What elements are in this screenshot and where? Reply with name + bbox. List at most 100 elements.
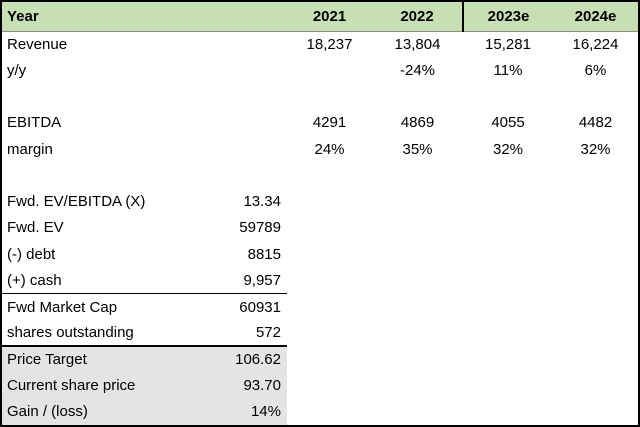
header-spacer-cell[interactable] (187, 2, 287, 32)
empty-cell[interactable] (287, 189, 372, 215)
value-cell[interactable] (187, 136, 287, 162)
label-cell[interactable]: Fwd Market Cap (7, 298, 118, 316)
empty-cell[interactable] (287, 267, 372, 293)
row-debt: (-) debt 8815 (2, 241, 638, 267)
empty-cell[interactable] (463, 346, 553, 372)
empty-cell[interactable] (372, 267, 463, 293)
label-cell[interactable]: Current share price (2, 372, 187, 399)
empty-cell[interactable] (287, 399, 372, 425)
value-cell-2024e[interactable]: 32% (580, 140, 611, 158)
label-cell[interactable]: shares outstanding (2, 319, 187, 348)
value-cell-2024e[interactable]: 6% (584, 61, 607, 79)
value-cell[interactable] (187, 110, 287, 136)
value-cell[interactable]: 8815 (247, 245, 281, 263)
empty-cell[interactable] (372, 294, 463, 320)
empty-cell[interactable] (372, 241, 463, 267)
label-cell[interactable]: Fwd. EV/EBITDA (X) (7, 193, 146, 211)
header-2021[interactable]: 2021 (287, 2, 372, 32)
empty-cell[interactable] (553, 241, 638, 267)
empty-cell[interactable] (2, 162, 187, 188)
row-fwd-ev-ebitda-multiple: Fwd. EV/EBITDA (X) 13.34 (2, 189, 638, 215)
label-cell[interactable]: margin (7, 140, 53, 158)
empty-cell[interactable] (287, 320, 372, 346)
empty-cell[interactable] (463, 372, 553, 398)
value-cell-2021[interactable]: 18,237 (306, 35, 353, 53)
value-cell[interactable]: 13.34 (243, 193, 281, 211)
empty-cell[interactable] (372, 320, 463, 346)
label-cell[interactable]: y/y (7, 61, 27, 79)
empty-cell[interactable] (463, 267, 553, 293)
header-2023e[interactable]: 2023e (462, 2, 553, 32)
empty-cell[interactable] (463, 215, 553, 241)
header-2022[interactable]: 2022 (372, 2, 463, 32)
row-fwd-market-cap: Fwd Market Cap 60931 (2, 294, 638, 320)
empty-cell[interactable] (372, 372, 463, 398)
value-cell[interactable]: 93.70 (187, 372, 287, 399)
value-cell[interactable]: 106.62 (187, 346, 287, 373)
empty-cell[interactable] (553, 162, 638, 188)
label-cell[interactable]: Fwd. EV (7, 219, 64, 237)
empty-cell[interactable] (553, 320, 638, 346)
value-cell-2024e[interactable]: 16,224 (572, 35, 619, 53)
empty-cell[interactable] (553, 346, 638, 372)
empty-cell[interactable] (372, 162, 463, 188)
header-year-label[interactable]: Year (2, 2, 187, 32)
value-cell-2021[interactable] (287, 57, 372, 83)
empty-cell[interactable] (372, 189, 463, 215)
value-cell-2022[interactable]: -24% (399, 61, 436, 79)
value-cell-2022[interactable]: 13,804 (394, 35, 441, 53)
value-cell-2024e[interactable]: 4482 (578, 114, 613, 132)
empty-cell[interactable] (463, 241, 553, 267)
empty-cell[interactable] (553, 399, 638, 425)
empty-cell[interactable] (372, 215, 463, 241)
empty-cell[interactable] (463, 399, 553, 425)
empty-cell[interactable] (287, 372, 372, 398)
empty-cell[interactable] (287, 346, 372, 372)
empty-cell[interactable] (553, 372, 638, 398)
empty-cell[interactable] (287, 162, 372, 188)
empty-cell[interactable] (372, 346, 463, 372)
value-cell[interactable] (187, 31, 287, 57)
row-cash: (+) cash 9,957 (2, 267, 638, 295)
value-cell[interactable] (187, 57, 287, 83)
value-cell[interactable]: 59789 (239, 219, 281, 237)
empty-cell[interactable] (553, 294, 638, 320)
empty-cell[interactable] (2, 84, 187, 110)
empty-cell[interactable] (372, 84, 463, 110)
label-cell[interactable]: Price Target (2, 346, 187, 373)
empty-cell[interactable] (287, 294, 372, 320)
label-cell[interactable]: Revenue (7, 35, 68, 53)
empty-cell[interactable] (553, 84, 638, 110)
value-cell[interactable]: 572 (187, 319, 287, 348)
empty-cell[interactable] (553, 189, 638, 215)
empty-cell[interactable] (463, 189, 553, 215)
label-cell[interactable]: Gain / (loss) (2, 398, 187, 425)
label-cell[interactable]: (+) cash (2, 267, 187, 295)
empty-cell[interactable] (287, 215, 372, 241)
value-cell-2022[interactable]: 4869 (400, 114, 435, 132)
empty-cell[interactable] (287, 84, 372, 110)
value-cell[interactable]: 60931 (239, 298, 281, 316)
empty-cell[interactable] (187, 84, 287, 110)
value-cell[interactable]: 14% (187, 398, 287, 425)
value-cell-2023e[interactable]: 11% (493, 61, 523, 79)
empty-cell[interactable] (463, 84, 553, 110)
header-2024e[interactable]: 2024e (553, 2, 638, 32)
value-cell-2023e[interactable]: 32% (492, 140, 524, 158)
empty-cell[interactable] (287, 241, 372, 267)
value-cell-2023e[interactable]: 4055 (491, 114, 525, 132)
empty-cell[interactable] (553, 267, 638, 293)
empty-cell[interactable] (372, 399, 463, 425)
empty-cell[interactable] (553, 215, 638, 241)
label-cell[interactable]: EBITDA (7, 114, 62, 132)
value-cell-2022[interactable]: 35% (402, 140, 433, 158)
empty-cell[interactable] (187, 162, 287, 188)
empty-cell[interactable] (463, 294, 553, 320)
value-cell-2023e[interactable]: 15,281 (485, 35, 531, 53)
value-cell-2021[interactable]: 24% (314, 140, 345, 158)
label-cell[interactable]: (-) debt (7, 245, 56, 263)
empty-cell[interactable] (463, 320, 553, 346)
empty-cell[interactable] (463, 162, 553, 188)
value-cell-2021[interactable]: 4291 (312, 114, 347, 132)
value-cell[interactable]: 9,957 (187, 267, 287, 295)
